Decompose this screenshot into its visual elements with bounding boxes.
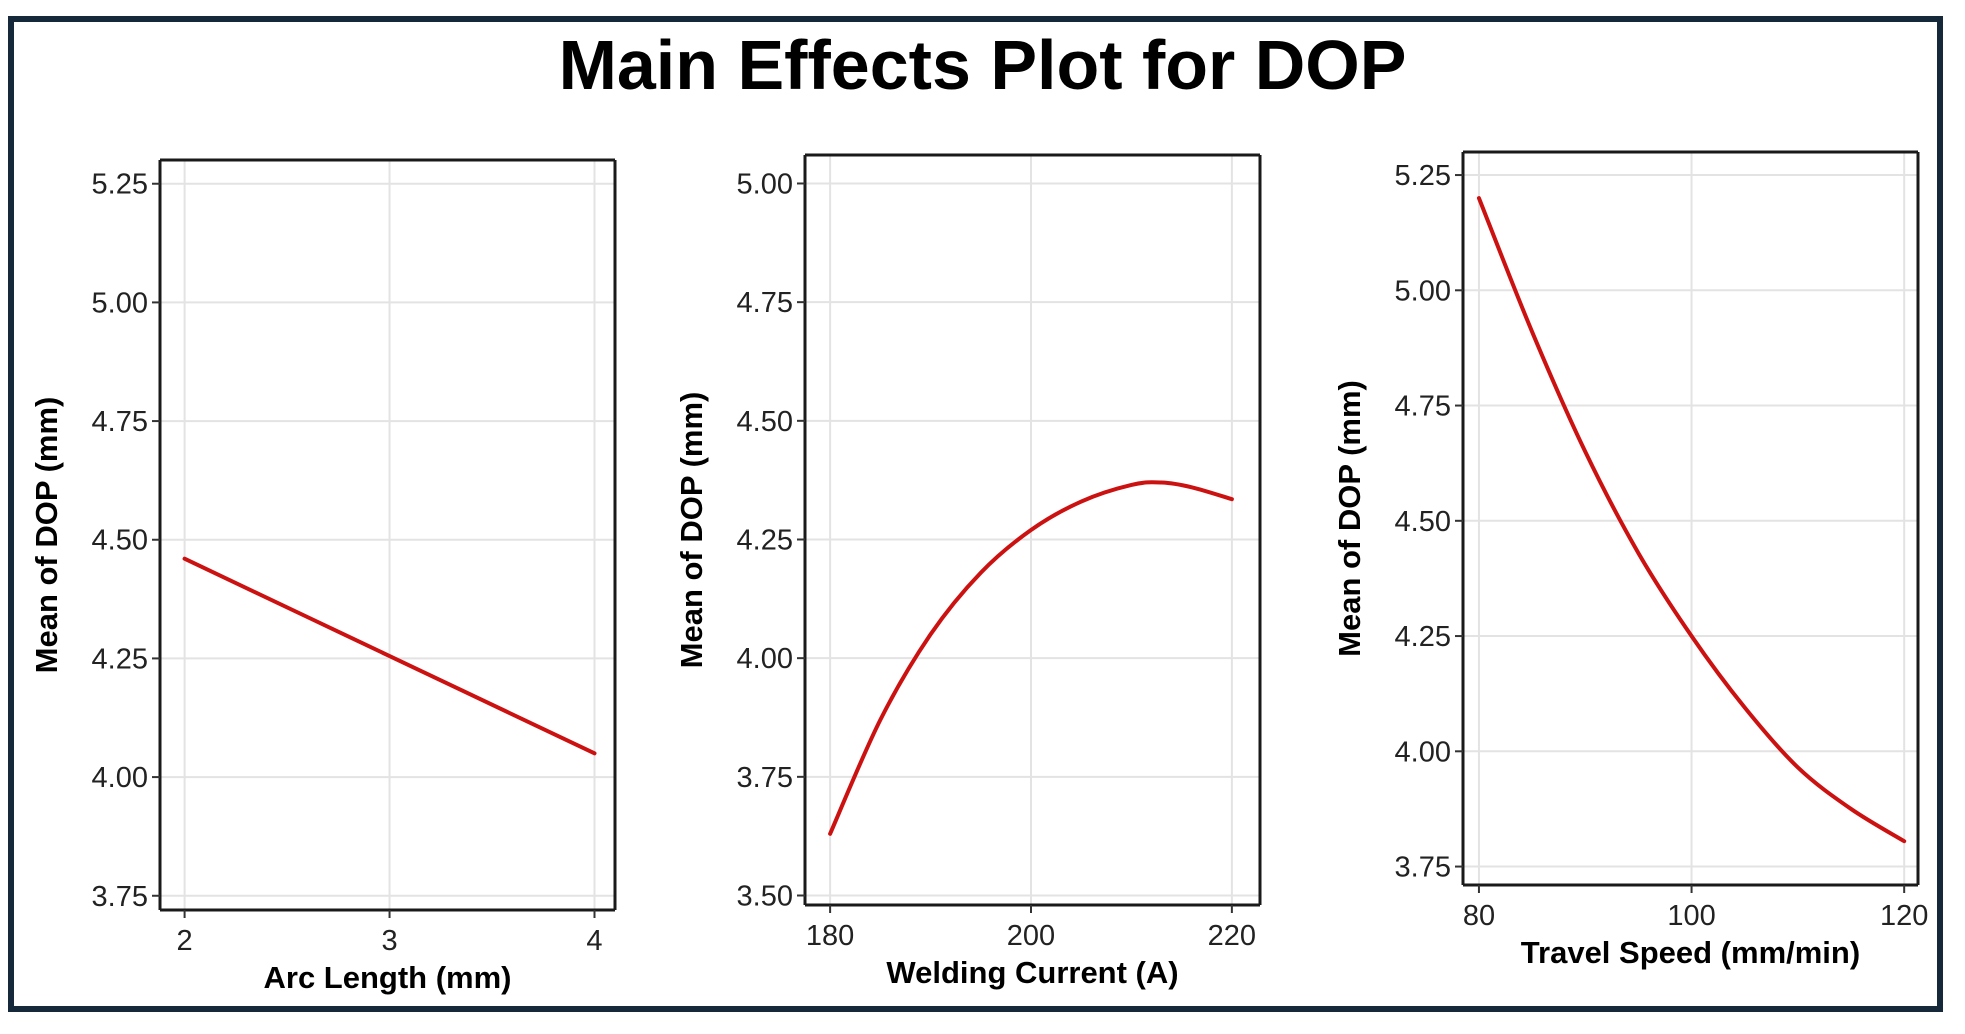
y-tick-label: 5.25 bbox=[1395, 160, 1451, 192]
y-axis-title: Mean of DOP (mm) bbox=[1332, 380, 1367, 657]
y-tick-label: 5.00 bbox=[92, 287, 148, 319]
y-tick-label: 5.00 bbox=[1395, 275, 1451, 307]
y-tick-label: 4.50 bbox=[92, 525, 148, 557]
y-tick-label: 4.75 bbox=[92, 406, 148, 438]
x-tick-label: 4 bbox=[586, 925, 602, 957]
x-tick-label: 80 bbox=[1463, 900, 1495, 932]
x-tick-label: 120 bbox=[1880, 900, 1928, 932]
x-axis-title: Arc Length (mm) bbox=[264, 960, 512, 995]
chart-arc-length: 3.75 4.00 4.25 4.50 4.75 5.00 5.25 2 3 4 Arc Lengt… bbox=[29, 158, 617, 995]
x-tick-label: 100 bbox=[1667, 900, 1715, 932]
y-tick-label: 5.25 bbox=[92, 169, 148, 201]
chart-title: Main Effects Plot for DOP bbox=[558, 26, 1407, 104]
x-tick-label: 200 bbox=[1007, 920, 1055, 952]
y-tick-label: 5.00 bbox=[737, 168, 793, 200]
figure-border bbox=[8, 16, 1943, 1012]
x-axis-title: Welding Current (A) bbox=[886, 955, 1178, 990]
y-tick-label: 3.75 bbox=[737, 762, 793, 794]
y-tick-label: 4.50 bbox=[1395, 506, 1451, 538]
x-tick-label: 3 bbox=[381, 925, 397, 957]
y-tick-label: 4.25 bbox=[737, 524, 793, 556]
x-tick-label: 220 bbox=[1208, 920, 1256, 952]
y-tick-label: 4.25 bbox=[1395, 621, 1451, 653]
y-tick-label: 4.75 bbox=[737, 287, 793, 319]
series-line bbox=[1476, 196, 1907, 844]
x-axis-title: Travel Speed (mm/min) bbox=[1521, 935, 1860, 970]
y-axis-title: Mean of DOP (mm) bbox=[29, 397, 64, 674]
series-line bbox=[828, 480, 1234, 836]
y-tick-label: 4.00 bbox=[92, 762, 148, 794]
chart-travel-speed: 3.75 4.00 4.25 4.50 4.75 5.00 5.25 80 100 120 Trav… bbox=[1332, 150, 1928, 970]
y-tick-label: 4.75 bbox=[1395, 391, 1451, 423]
y-tick-label: 4.25 bbox=[92, 643, 148, 675]
y-tick-label: 4.00 bbox=[1395, 736, 1451, 768]
x-tick-label: 2 bbox=[177, 925, 193, 957]
y-axis-title: Mean of DOP (mm) bbox=[674, 392, 709, 669]
y-tick-label: 4.00 bbox=[737, 643, 793, 675]
y-tick-label: 3.75 bbox=[1395, 852, 1451, 884]
series-line bbox=[182, 556, 597, 756]
y-tick-label: 3.75 bbox=[92, 881, 148, 913]
y-tick-label: 3.50 bbox=[737, 881, 793, 913]
y-tick-label: 4.50 bbox=[737, 406, 793, 438]
chart-welding-current: 3.50 3.75 4.00 4.25 4.50 4.75 5.00 180 200 220 Wel… bbox=[674, 153, 1262, 990]
x-tick-label: 180 bbox=[806, 920, 854, 952]
